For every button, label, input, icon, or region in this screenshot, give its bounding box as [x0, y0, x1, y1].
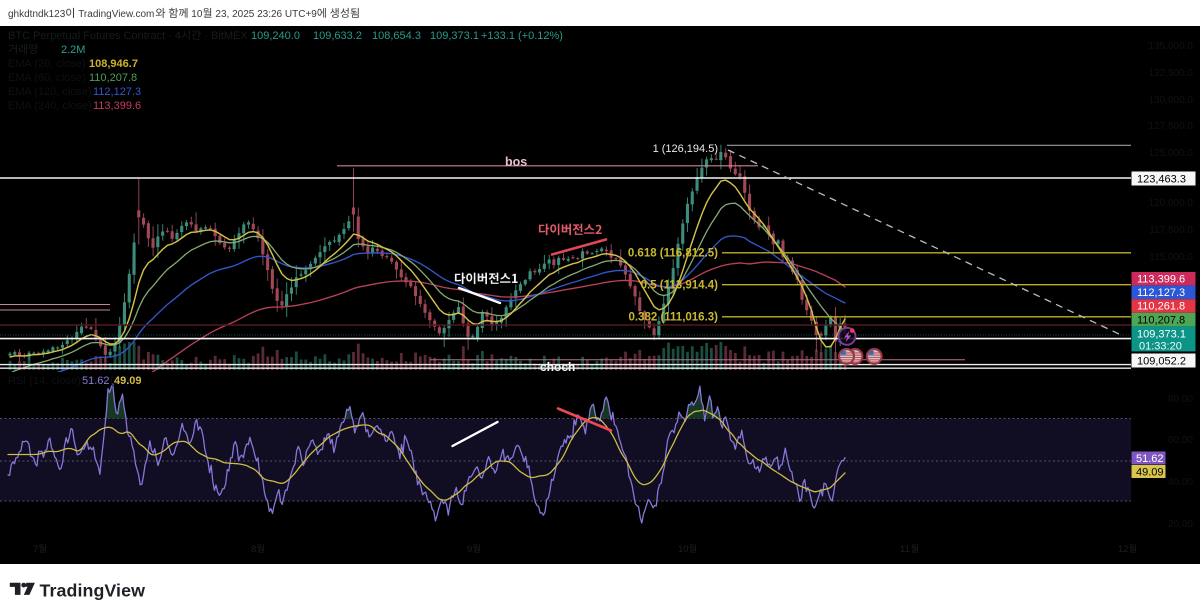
- svg-text:115,000.0: 115,000.0: [1149, 252, 1193, 263]
- svg-text:0.618 (116,812.5): 0.618 (116,812.5): [628, 248, 718, 260]
- svg-text:110,261.8: 110,261.8: [1137, 301, 1185, 313]
- svg-text:11: 11: [900, 544, 910, 555]
- svg-text:49.09: 49.09: [1136, 467, 1164, 479]
- svg-text:123,463.3: 123,463.3: [1137, 174, 1186, 186]
- svg-text:RSI (14, close) SMA (14): RSI (14, close) SMA (14): [8, 375, 130, 387]
- svg-text:EMA (120, close): EMA (120, close): [8, 86, 92, 98]
- svg-text:EMA (60, close): EMA (60, close): [8, 72, 86, 84]
- svg-text:109,240.0: 109,240.0: [251, 30, 300, 42]
- svg-text:117,500.0: 117,500.0: [1149, 225, 1193, 236]
- svg-text:51.62: 51.62: [1136, 453, 1164, 465]
- svg-text:109,373.1: 109,373.1: [1137, 328, 1186, 340]
- svg-text:60.00: 60.00: [1168, 435, 1193, 446]
- svg-text:9: 9: [467, 544, 472, 555]
- svg-text:10: 10: [191, 9, 203, 20]
- svg-text:108,654.3: 108,654.3: [372, 30, 421, 42]
- svg-text:125,000.0: 125,000.0: [1149, 148, 1194, 159]
- svg-text:BTC Perpetual Futures Contract: BTC Perpetual Futures Contract · 4: [8, 30, 181, 42]
- svg-text:TradingView.com: TradingView.com: [78, 9, 154, 20]
- svg-text:2.2M: 2.2M: [61, 44, 85, 56]
- svg-text:127,500.0: 127,500.0: [1149, 121, 1194, 132]
- svg-text:113,399.6: 113,399.6: [1137, 274, 1185, 286]
- svg-text:+133.1 (+0.12%): +133.1 (+0.12%): [481, 30, 563, 42]
- svg-text:135,000.0: 135,000.0: [1149, 41, 1194, 52]
- svg-text:01:33:20: 01:33:20: [1139, 340, 1182, 352]
- svg-text:110,207.8: 110,207.8: [1137, 314, 1185, 326]
- svg-text:132,500.0: 132,500.0: [1149, 68, 1194, 79]
- svg-text:40.00: 40.00: [1168, 477, 1193, 488]
- svg-text:7: 7: [33, 544, 38, 555]
- svg-text:· BitMEX: · BitMEX: [204, 30, 248, 42]
- svg-text:113,399.6: 113,399.6: [93, 100, 141, 112]
- svg-text:8: 8: [251, 544, 256, 555]
- svg-text:51.62: 51.62: [82, 375, 110, 387]
- svg-text:112,127.3: 112,127.3: [1137, 287, 1185, 299]
- svg-text:EMA (240, close): EMA (240, close): [8, 100, 92, 112]
- svg-text:80.00: 80.00: [1168, 394, 1193, 405]
- svg-text:TradingView: TradingView: [40, 581, 146, 601]
- svg-text:0.5 (113,914.4): 0.5 (113,914.4): [641, 279, 719, 291]
- svg-text:112,127.3: 112,127.3: [93, 86, 141, 98]
- svg-text:49.09: 49.09: [114, 375, 142, 387]
- svg-text:ghkdtndk123: ghkdtndk123: [8, 9, 66, 20]
- svg-text:0.382 (111,016.3): 0.382 (111,016.3): [628, 312, 718, 324]
- svg-text:12: 12: [1118, 544, 1129, 555]
- svg-text:EMA (20, close): EMA (20, close): [8, 58, 86, 70]
- svg-text:1 (126,194.5): 1 (126,194.5): [653, 143, 718, 155]
- svg-text:23, 2025 23:26 UTC+9: 23, 2025 23:26 UTC+9: [215, 9, 317, 20]
- svg-text:bos: bos: [505, 155, 527, 169]
- svg-text:10: 10: [678, 544, 689, 555]
- svg-text:20.00: 20.00: [1168, 519, 1193, 530]
- svg-text:108,946.7: 108,946.7: [89, 58, 138, 70]
- svg-text:109,373.1: 109,373.1: [430, 30, 479, 42]
- svg-text:120,000.0: 120,000.0: [1149, 198, 1194, 209]
- svg-text:choch: choch: [540, 360, 575, 374]
- svg-text:109,052.2: 109,052.2: [1137, 356, 1186, 368]
- svg-text:109,633.2: 109,633.2: [313, 30, 362, 42]
- svg-text:130,000.0: 130,000.0: [1149, 95, 1194, 106]
- svg-text:110,207.8: 110,207.8: [89, 72, 137, 84]
